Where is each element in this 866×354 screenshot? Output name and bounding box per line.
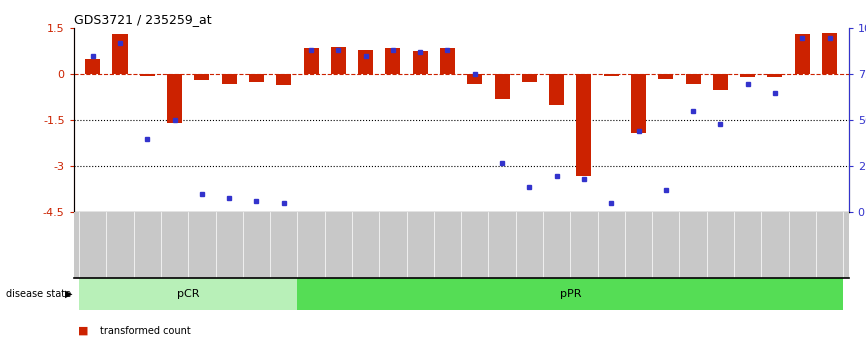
Bar xyxy=(440,48,455,74)
Text: ▶: ▶ xyxy=(65,289,73,299)
Text: disease state: disease state xyxy=(6,289,71,299)
Bar xyxy=(276,74,291,85)
Bar xyxy=(822,33,837,74)
Bar xyxy=(79,278,297,310)
Bar xyxy=(385,48,400,74)
Bar xyxy=(113,34,127,74)
Bar xyxy=(249,74,264,82)
Bar xyxy=(167,74,182,124)
Bar xyxy=(577,74,591,176)
Bar xyxy=(686,74,701,84)
Text: GDS3721 / 235259_at: GDS3721 / 235259_at xyxy=(74,13,211,26)
Bar xyxy=(304,48,319,74)
Bar xyxy=(604,74,618,76)
Text: pCR: pCR xyxy=(177,289,199,299)
Bar xyxy=(631,74,646,133)
Bar xyxy=(85,59,100,74)
Text: ■: ■ xyxy=(78,326,88,336)
Bar xyxy=(767,74,783,77)
Text: pPR: pPR xyxy=(559,289,581,299)
Bar xyxy=(494,74,509,99)
Bar xyxy=(522,74,537,82)
Bar xyxy=(413,51,428,74)
Bar xyxy=(740,74,755,77)
Bar xyxy=(297,278,843,310)
Bar xyxy=(658,74,674,79)
Bar xyxy=(331,47,346,74)
Bar xyxy=(549,74,564,105)
Bar xyxy=(468,74,482,84)
Bar xyxy=(795,34,810,74)
Bar xyxy=(359,50,373,74)
Bar xyxy=(194,74,210,80)
Bar xyxy=(713,74,728,90)
Bar xyxy=(139,74,155,76)
Text: transformed count: transformed count xyxy=(100,326,191,336)
Bar xyxy=(222,74,236,84)
